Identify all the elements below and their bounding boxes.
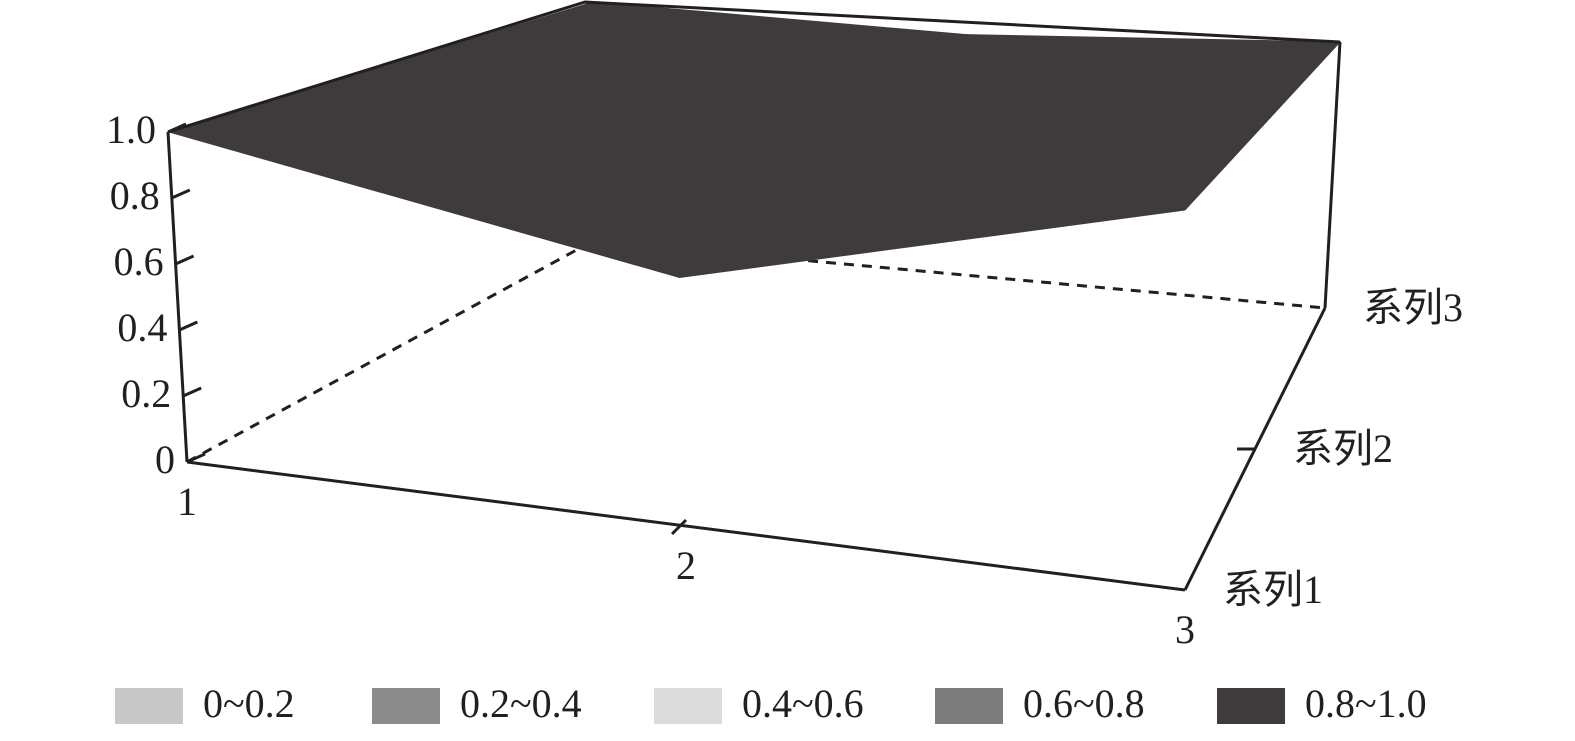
- z-tick-label: 0.6: [114, 239, 164, 284]
- floor-edge: [592, 239, 1326, 310]
- z-tick-label: 0.4: [117, 305, 167, 350]
- legend-swatch: [1217, 688, 1285, 724]
- legend-label: 0.8~1.0: [1305, 681, 1427, 726]
- z-tick-label: 1.0: [106, 107, 156, 152]
- x-axis: [186, 460, 1186, 592]
- z-tick: [171, 188, 191, 200]
- surface-facet: [678, 126, 1186, 279]
- legend-label: 0.4~0.6: [742, 681, 864, 726]
- top-edge: [167, 0, 1341, 134]
- legend-label: 0.6~0.8: [1023, 681, 1145, 726]
- z-tick-label: 0: [155, 437, 175, 482]
- surface: [167, 1, 1342, 279]
- back-edge: [1323, 41, 1342, 309]
- legend-swatch: [115, 688, 183, 724]
- z-tick: [182, 386, 202, 398]
- x-tick: [670, 518, 688, 536]
- z-tick: [178, 320, 199, 332]
- z-tick-label: 0.2: [121, 371, 171, 416]
- x-tick-label: 3: [1175, 607, 1195, 652]
- floor-edge: [186, 239, 594, 464]
- legend-swatch: [654, 688, 722, 724]
- series-label: 系列3: [1363, 285, 1463, 330]
- z-axis: [166, 131, 189, 463]
- legend-swatch: [372, 688, 440, 724]
- z-tick: [186, 452, 206, 464]
- legend-label: 0.2~0.4: [460, 681, 582, 726]
- legend-label: 0~0.2: [203, 681, 295, 726]
- series-label: 系列1: [1223, 567, 1323, 612]
- z-tick: [174, 254, 195, 266]
- x-tick-label: 2: [676, 543, 696, 588]
- z-tick: [167, 122, 187, 134]
- series-label: 系列2: [1293, 426, 1393, 471]
- z-tick-label: 0.8: [110, 173, 160, 218]
- x-tick-label: 1: [177, 479, 197, 524]
- legend-swatch: [935, 688, 1003, 724]
